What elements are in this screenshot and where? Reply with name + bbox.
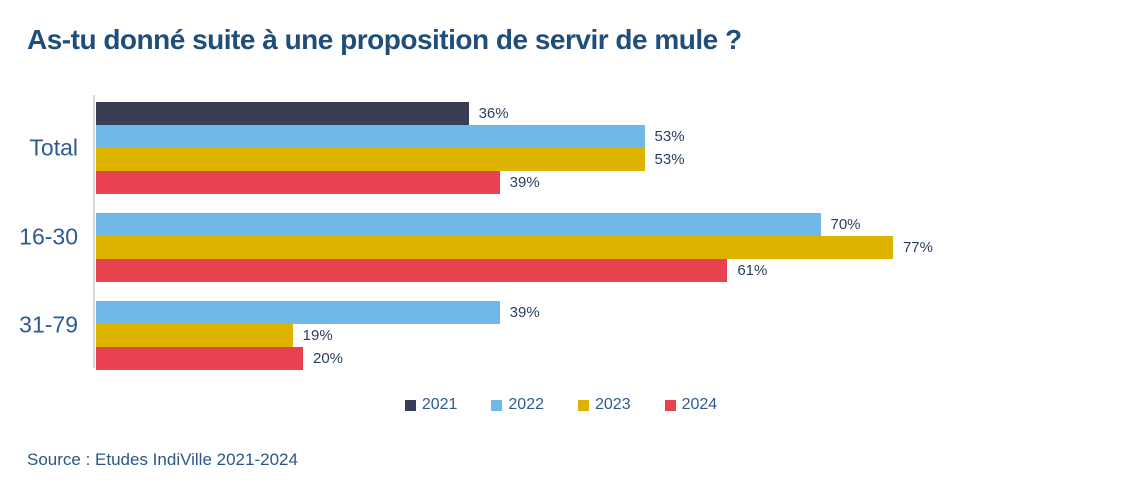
bar-2023-16-30	[96, 236, 893, 259]
bar-value-label: 77%	[902, 239, 933, 256]
source-caption: Source : Etudes IndiVille 2021-2024	[27, 450, 298, 469]
legend-label: 2022	[508, 396, 544, 413]
legend-item-2021: 2021	[404, 396, 458, 414]
category-label: 31-79	[19, 311, 78, 337]
legend-swatch-2022	[491, 399, 503, 411]
bar-value-label: 39%	[509, 304, 540, 321]
bar-2022-Total	[96, 125, 645, 148]
category-group-Total: Total 36% 53% 53% 39%	[0, 102, 1122, 194]
bar-2024-Total	[96, 171, 500, 194]
legend-label: 2024	[681, 396, 718, 413]
bar-2022-31-79	[96, 301, 500, 324]
bar-value-label: 19%	[302, 327, 333, 344]
bar-row-2023: 77%	[96, 236, 1122, 259]
legend-item-2024: 2024	[664, 396, 718, 414]
legend-swatch-2023	[578, 399, 589, 411]
bar-value-label: 20%	[313, 350, 344, 367]
legend: 2021 2022 2023 2024	[0, 396, 1122, 414]
bar-row-2021: 36%	[96, 102, 1122, 125]
bar-value-label: 61%	[737, 262, 768, 279]
bar-row-2022: 53%	[96, 125, 1122, 148]
y-axis-line	[93, 95, 95, 368]
bar-2021-Total	[96, 102, 469, 125]
bar-2023-31-79	[96, 324, 293, 347]
bar-row-2024: 20%	[96, 347, 1122, 370]
bar-2022-16-30	[96, 213, 821, 236]
bar-2024-16-30	[96, 259, 728, 282]
category-label: Total	[29, 134, 78, 161]
legend-label: 2023	[595, 396, 631, 413]
bar-row-2024: 39%	[96, 171, 1122, 194]
bar-row-2023: 19%	[96, 324, 1122, 347]
bar-value-label: 36%	[478, 105, 509, 122]
bar-value-label: 70%	[830, 216, 861, 233]
legend-swatch-2021	[404, 399, 416, 411]
bar-chart: Total 36% 53% 53% 39% 16-30 70% 77% 61% 31-79 39% 1…	[0, 95, 1122, 370]
legend-item-2022: 2022	[491, 396, 544, 414]
legend-label: 2021	[421, 396, 458, 413]
bar-value-label: 53%	[654, 128, 685, 145]
legend-item-2023: 2023	[578, 396, 631, 414]
bar-value-label: 53%	[654, 151, 685, 168]
bar-2023-Total	[96, 148, 645, 171]
bar-row-2022: 39%	[96, 301, 1122, 324]
legend-swatch-2024	[664, 399, 676, 411]
bar-2024-31-79	[96, 347, 303, 370]
bar-value-label: 39%	[509, 174, 540, 191]
bar-row-2024: 61%	[96, 259, 1122, 282]
chart-title: As-tu donné suite à une proposition de s…	[27, 24, 742, 55]
bar-row-2023: 53%	[96, 148, 1122, 171]
bar-row-2022: 70%	[96, 213, 1122, 236]
category-group-31-79: 31-79 39% 19% 20%	[0, 301, 1122, 370]
category-label: 16-30	[19, 223, 78, 249]
category-group-16-30: 16-30 70% 77% 61%	[0, 213, 1122, 282]
